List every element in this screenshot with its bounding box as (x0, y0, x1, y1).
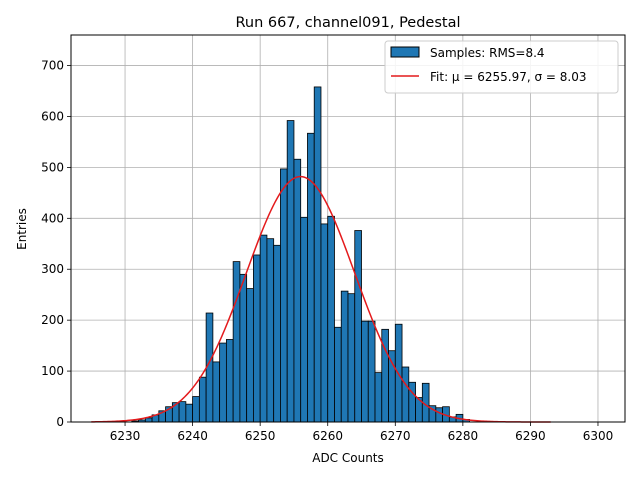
y-axis-label: Entries (15, 208, 29, 250)
y-tick-label: 400 (41, 211, 64, 225)
histogram-bar (185, 403, 194, 423)
plot-frame (70, 34, 626, 423)
histogram-bar (307, 132, 315, 423)
histogram-bar (313, 86, 322, 423)
histogram-bar (253, 254, 261, 423)
chart-title: Run 667, channel091, Pedestal (235, 15, 460, 31)
histogram-bar (232, 261, 241, 423)
x-tick-label: 6240 (177, 429, 208, 443)
y-tick-label: 0 (56, 415, 64, 429)
histogram-bar (280, 168, 288, 423)
histogram-bar (408, 381, 416, 423)
y-tick-label: 100 (41, 364, 64, 378)
histogram-bar (334, 326, 342, 423)
histogram-bar (347, 293, 356, 423)
histogram-bar (266, 238, 275, 423)
histogram-bar (225, 339, 234, 423)
histogram-bar (320, 223, 329, 423)
x-tick-label: 6270 (380, 429, 411, 443)
axis-ticks: 6230 6240 6250 6260 6270 6280 6290 6300 0 100 200 3… (41, 59, 613, 443)
histogram-bar (259, 234, 268, 423)
histogram-bar (327, 215, 335, 423)
y-tick-label: 600 (41, 109, 64, 123)
histogram-bar (246, 288, 254, 423)
legend-box (384, 40, 619, 94)
x-tick-label: 6300 (583, 429, 614, 443)
histogram-bar (435, 407, 443, 423)
x-axis-label: ADC Counts (312, 451, 384, 465)
histogram-bar (219, 342, 227, 423)
histogram-bar (374, 372, 383, 423)
histogram-bar (192, 396, 200, 423)
x-tick-label: 6290 (515, 429, 546, 443)
histogram-bar (239, 273, 248, 423)
x-tick-label: 6230 (110, 429, 141, 443)
x-tick-label: 6260 (312, 429, 343, 443)
histogram-bar (144, 417, 153, 423)
histogram-bar (286, 120, 295, 423)
legend-label-fit: Fit: μ = 6255.97, σ = 8.03 (430, 70, 587, 84)
y-tick-label: 700 (41, 59, 64, 73)
x-tick-label: 6250 (245, 429, 276, 443)
histogram-bar (293, 158, 302, 423)
legend-label-samples: Samples: RMS=8.4 (430, 46, 545, 60)
histogram-bar (354, 230, 362, 423)
histogram-bar (300, 216, 308, 423)
histogram-bar (273, 244, 281, 423)
histogram-bar (212, 361, 221, 423)
histogram-bar (198, 376, 207, 423)
y-tick-label: 500 (41, 160, 64, 174)
histogram-bar (401, 366, 410, 423)
legend: Samples: RMS=8.4 Fit: μ = 6255.97, σ = 8… (384, 40, 619, 94)
legend-swatch-samples (390, 46, 420, 58)
histogram-bar (361, 320, 369, 423)
histogram-bar (367, 320, 376, 423)
histogram-bar (340, 290, 349, 423)
histogram-bar (178, 401, 187, 423)
y-tick-label: 300 (41, 262, 64, 276)
gaussian-fit-line (91, 175, 551, 423)
y-tick-label: 200 (41, 313, 64, 327)
x-tick-label: 6280 (448, 429, 479, 443)
